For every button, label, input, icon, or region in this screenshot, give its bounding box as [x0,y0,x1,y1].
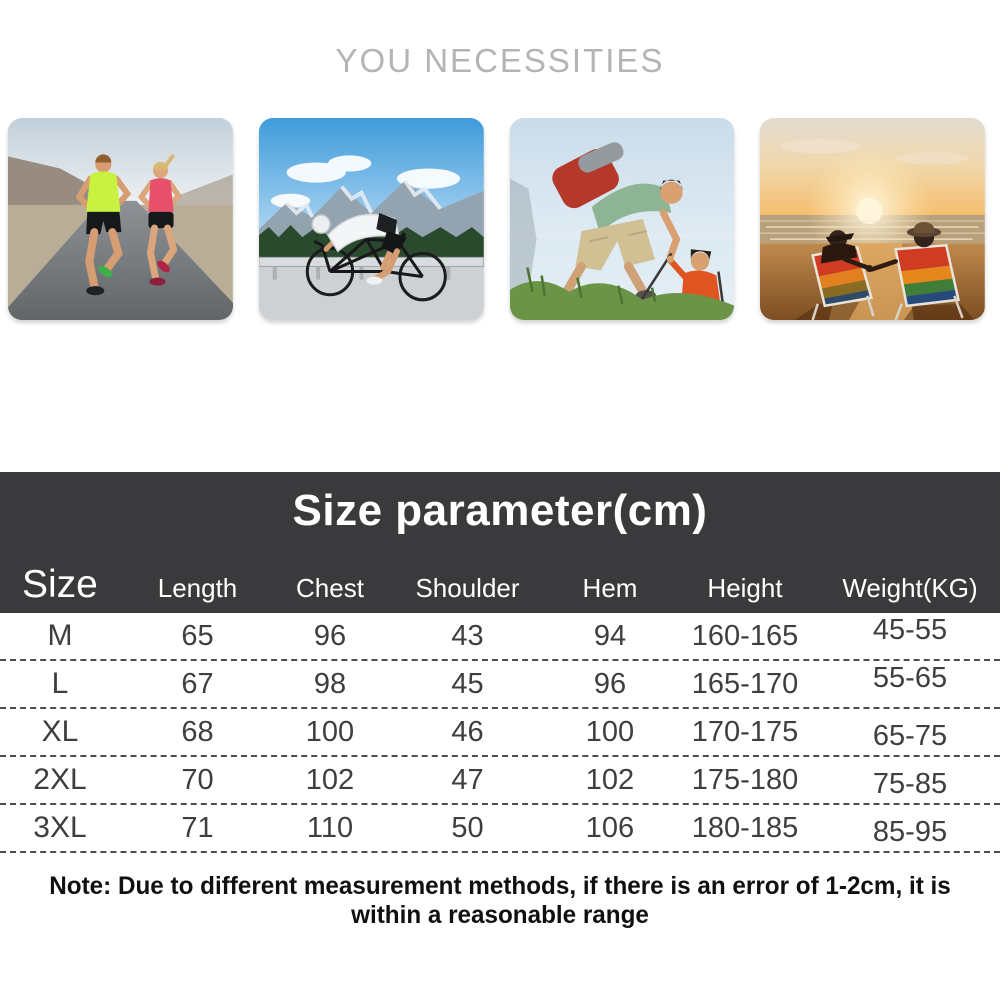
cloud [780,139,862,154]
column-header-length: Length [157,573,238,603]
table-row-xl: XL 68 100 46 100 170-175 65-75 [0,709,1000,757]
column-header-hem: Hem [582,573,638,603]
waves [760,220,985,241]
size-parameter-title: Size parameter(cm) [292,486,708,535]
cell-weight: 65-75 [872,719,948,752]
cell-length: 71 [181,811,214,844]
holding-hands [843,257,899,273]
cell-weight: 55-65 [872,661,948,694]
table-row-l: L 67 98 45 96 165-170 55-65 [0,661,1000,709]
cell-height: 175-180 [691,763,799,796]
table-row-m: M 65 96 43 94 160-165 45-55 [0,613,1000,661]
cell-height: 180-185 [691,811,799,844]
table-row-2xl: 2XL 70 102 47 102 175-180 75-85 [0,757,1000,805]
cell-shoulder: 43 [451,619,484,652]
runner-woman [137,154,183,286]
cell-weight: 75-85 [872,767,948,800]
road [8,200,233,320]
cyclist [305,212,447,302]
forest [258,225,484,260]
column-header-shoulder: Shoulder [415,573,520,603]
beach-illustration [760,118,985,320]
cell-shoulder: 50 [451,811,484,844]
column-header-weight: Weight(KG) [842,573,978,603]
size-table-body: M 65 96 43 94 160-165 45-55 L 67 98 45 9… [0,613,1000,853]
clouds [270,155,460,208]
cell-length: 65 [181,619,214,652]
cyclist-illustration [258,118,484,320]
cell-weight: 45-55 [872,613,948,646]
grass-blades [525,267,656,305]
hikers-illustration [509,118,735,320]
cell-size: L [51,667,69,700]
column-header-size: Size [22,563,98,606]
hiker-man [549,142,683,313]
cell-length: 70 [181,763,214,796]
cell-height: 165-170 [691,667,799,700]
cloud [895,152,969,165]
measurement-note: Note: Due to different measurement metho… [49,872,951,929]
photo-strip [8,118,985,320]
cell-chest: 98 [313,667,347,700]
photo-hikers [509,118,735,320]
cell-weight: 85-95 [872,815,948,848]
runner-man [75,154,132,296]
column-header-chest: Chest [296,573,364,603]
cell-size: 2XL [33,763,87,796]
left-beach-chair [794,230,875,320]
sun [856,197,883,225]
snow-caps [284,179,442,218]
cell-shoulder: 47 [451,763,484,796]
cell-height: 160-165 [691,619,799,652]
photo-beach-sunset [760,118,985,320]
runners-illustration [8,118,233,320]
road [258,259,484,320]
cell-height: 170-175 [691,715,799,748]
rock-edge [509,178,537,320]
guardrail [258,256,484,267]
cell-chest: 96 [313,619,347,652]
cell-size: 3XL [33,811,87,844]
table-row-3xl: 3XL 71 110 50 106 180-185 85-95 [0,805,1000,853]
column-header-height: Height [707,573,783,603]
cell-shoulder: 45 [451,667,484,700]
cell-hem: 102 [585,763,635,796]
cell-chest: 102 [305,763,355,796]
cell-hem: 96 [593,667,627,700]
cell-size: XL [41,715,79,748]
photo-runners [8,118,233,320]
cell-hem: 106 [585,811,635,844]
cell-hem: 100 [585,715,635,748]
cell-chest: 100 [305,715,355,748]
cell-size: M [47,619,73,652]
right-beach-chair [894,222,975,320]
page-title: YOU NECESSITIES [335,42,665,79]
cell-chest: 110 [306,811,354,844]
size-parameter-banner: Size parameter(cm) Size Length Chest Sho… [0,472,1000,613]
cell-length: 67 [181,667,214,700]
photo-cyclist [258,118,484,320]
table-header-row: Size Length Chest Shoulder Hem Height We… [0,565,1000,608]
cell-length: 68 [181,715,214,748]
cell-hem: 94 [593,619,627,652]
cell-shoulder: 46 [451,715,484,748]
